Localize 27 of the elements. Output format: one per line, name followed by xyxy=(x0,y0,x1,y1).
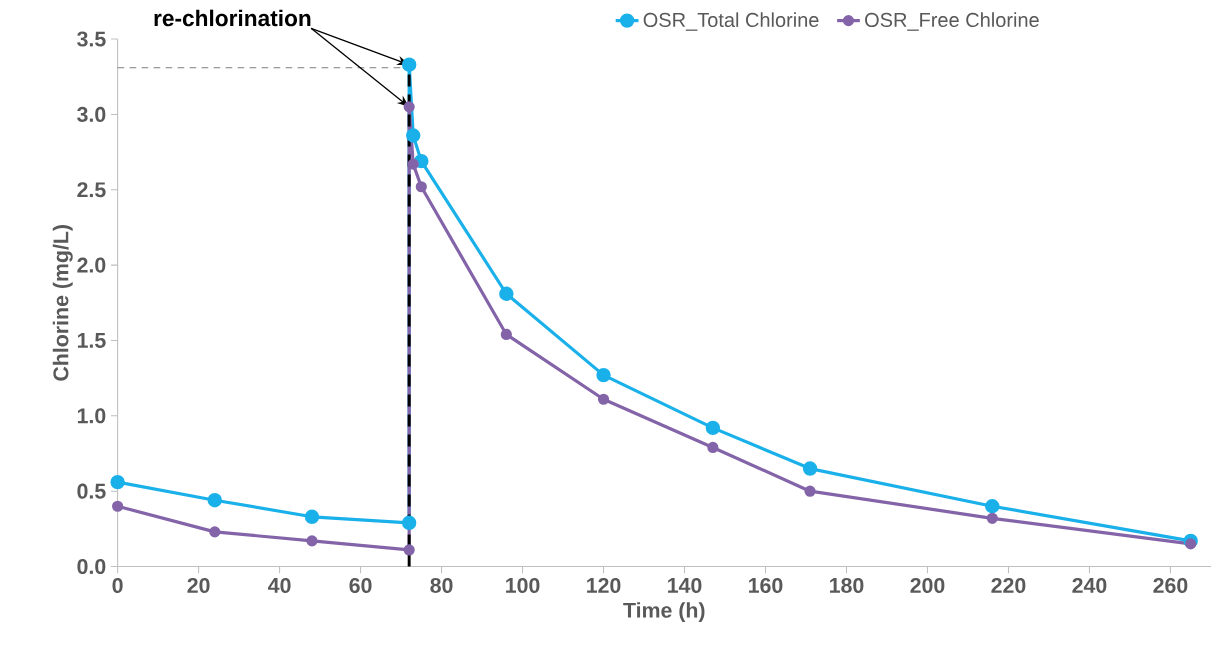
annotation: re-chlorination xyxy=(154,9,311,27)
y-axis-title: Chlorine (mg/L) xyxy=(52,225,73,381)
y-tick-label: 1.0 xyxy=(77,408,106,424)
x-tick-label: 60 xyxy=(349,577,372,593)
y-tick-label: 2.5 xyxy=(77,182,106,198)
y-tick-label: 0.0 xyxy=(77,558,106,575)
x-tick-label: 220 xyxy=(991,577,1026,593)
x-tick-label: 180 xyxy=(830,577,864,593)
x-tick-label: 100 xyxy=(506,577,540,593)
legend-label: OSR_Total Chlorine xyxy=(643,12,819,31)
legend-label: OSR_Free Chlorine xyxy=(865,12,1039,31)
y-tick-label: 2.0 xyxy=(77,257,106,273)
y-tick-label: 1.5 xyxy=(77,333,106,348)
x-tick-label: 200 xyxy=(910,577,945,593)
x-tick-label: 120 xyxy=(587,577,621,593)
y-tick-label: 0.5 xyxy=(77,483,106,499)
y-tick-label: 3.0 xyxy=(77,106,106,122)
x-tick-label: 20 xyxy=(187,577,210,593)
x-tick-label: 240 xyxy=(1072,577,1107,593)
x-tick-label: 0 xyxy=(112,577,123,593)
x-tick-label: 160 xyxy=(749,577,783,593)
x-tick-label: 40 xyxy=(268,577,291,593)
x-tick-label: 80 xyxy=(430,577,453,593)
x-tick-label: 260 xyxy=(1153,577,1188,593)
y-tick-label: 3.5 xyxy=(77,31,106,47)
x-tick-label: 140 xyxy=(668,577,702,593)
x-axis-title: Time (h) xyxy=(623,602,705,623)
